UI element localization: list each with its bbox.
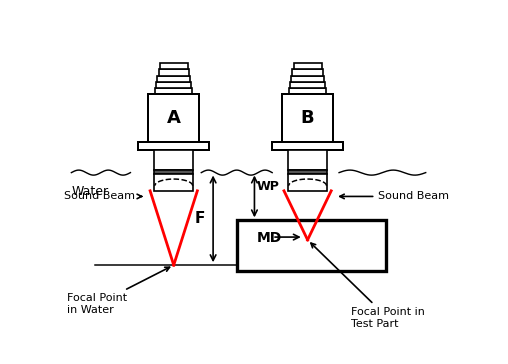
Text: F: F — [195, 211, 205, 226]
Text: Water: Water — [71, 185, 109, 198]
Bar — [154, 150, 194, 170]
Text: Sound Beam: Sound Beam — [64, 191, 142, 201]
Bar — [288, 170, 327, 174]
Bar — [138, 142, 209, 150]
Bar — [288, 174, 327, 191]
Bar — [148, 94, 199, 142]
Bar — [154, 174, 194, 191]
Bar — [294, 63, 322, 70]
Bar — [157, 76, 190, 82]
Bar — [288, 150, 327, 170]
Bar — [160, 63, 188, 70]
Text: Sound Beam: Sound Beam — [340, 191, 449, 201]
Text: MD: MD — [257, 232, 281, 245]
Bar — [291, 76, 324, 82]
Bar — [237, 220, 387, 271]
Bar — [282, 94, 333, 142]
Text: A: A — [167, 109, 181, 127]
Bar — [155, 88, 193, 94]
Bar — [293, 70, 323, 76]
Bar — [290, 82, 325, 88]
Bar — [156, 82, 191, 88]
Bar — [158, 70, 189, 76]
Text: WP: WP — [257, 179, 279, 193]
Text: Focal Point in
Test Part: Focal Point in Test Part — [311, 243, 425, 329]
Bar — [289, 88, 326, 94]
Bar — [154, 170, 194, 174]
Text: Focal Point
in Water: Focal Point in Water — [68, 267, 170, 315]
Text: B: B — [301, 109, 314, 127]
Bar — [272, 142, 343, 150]
